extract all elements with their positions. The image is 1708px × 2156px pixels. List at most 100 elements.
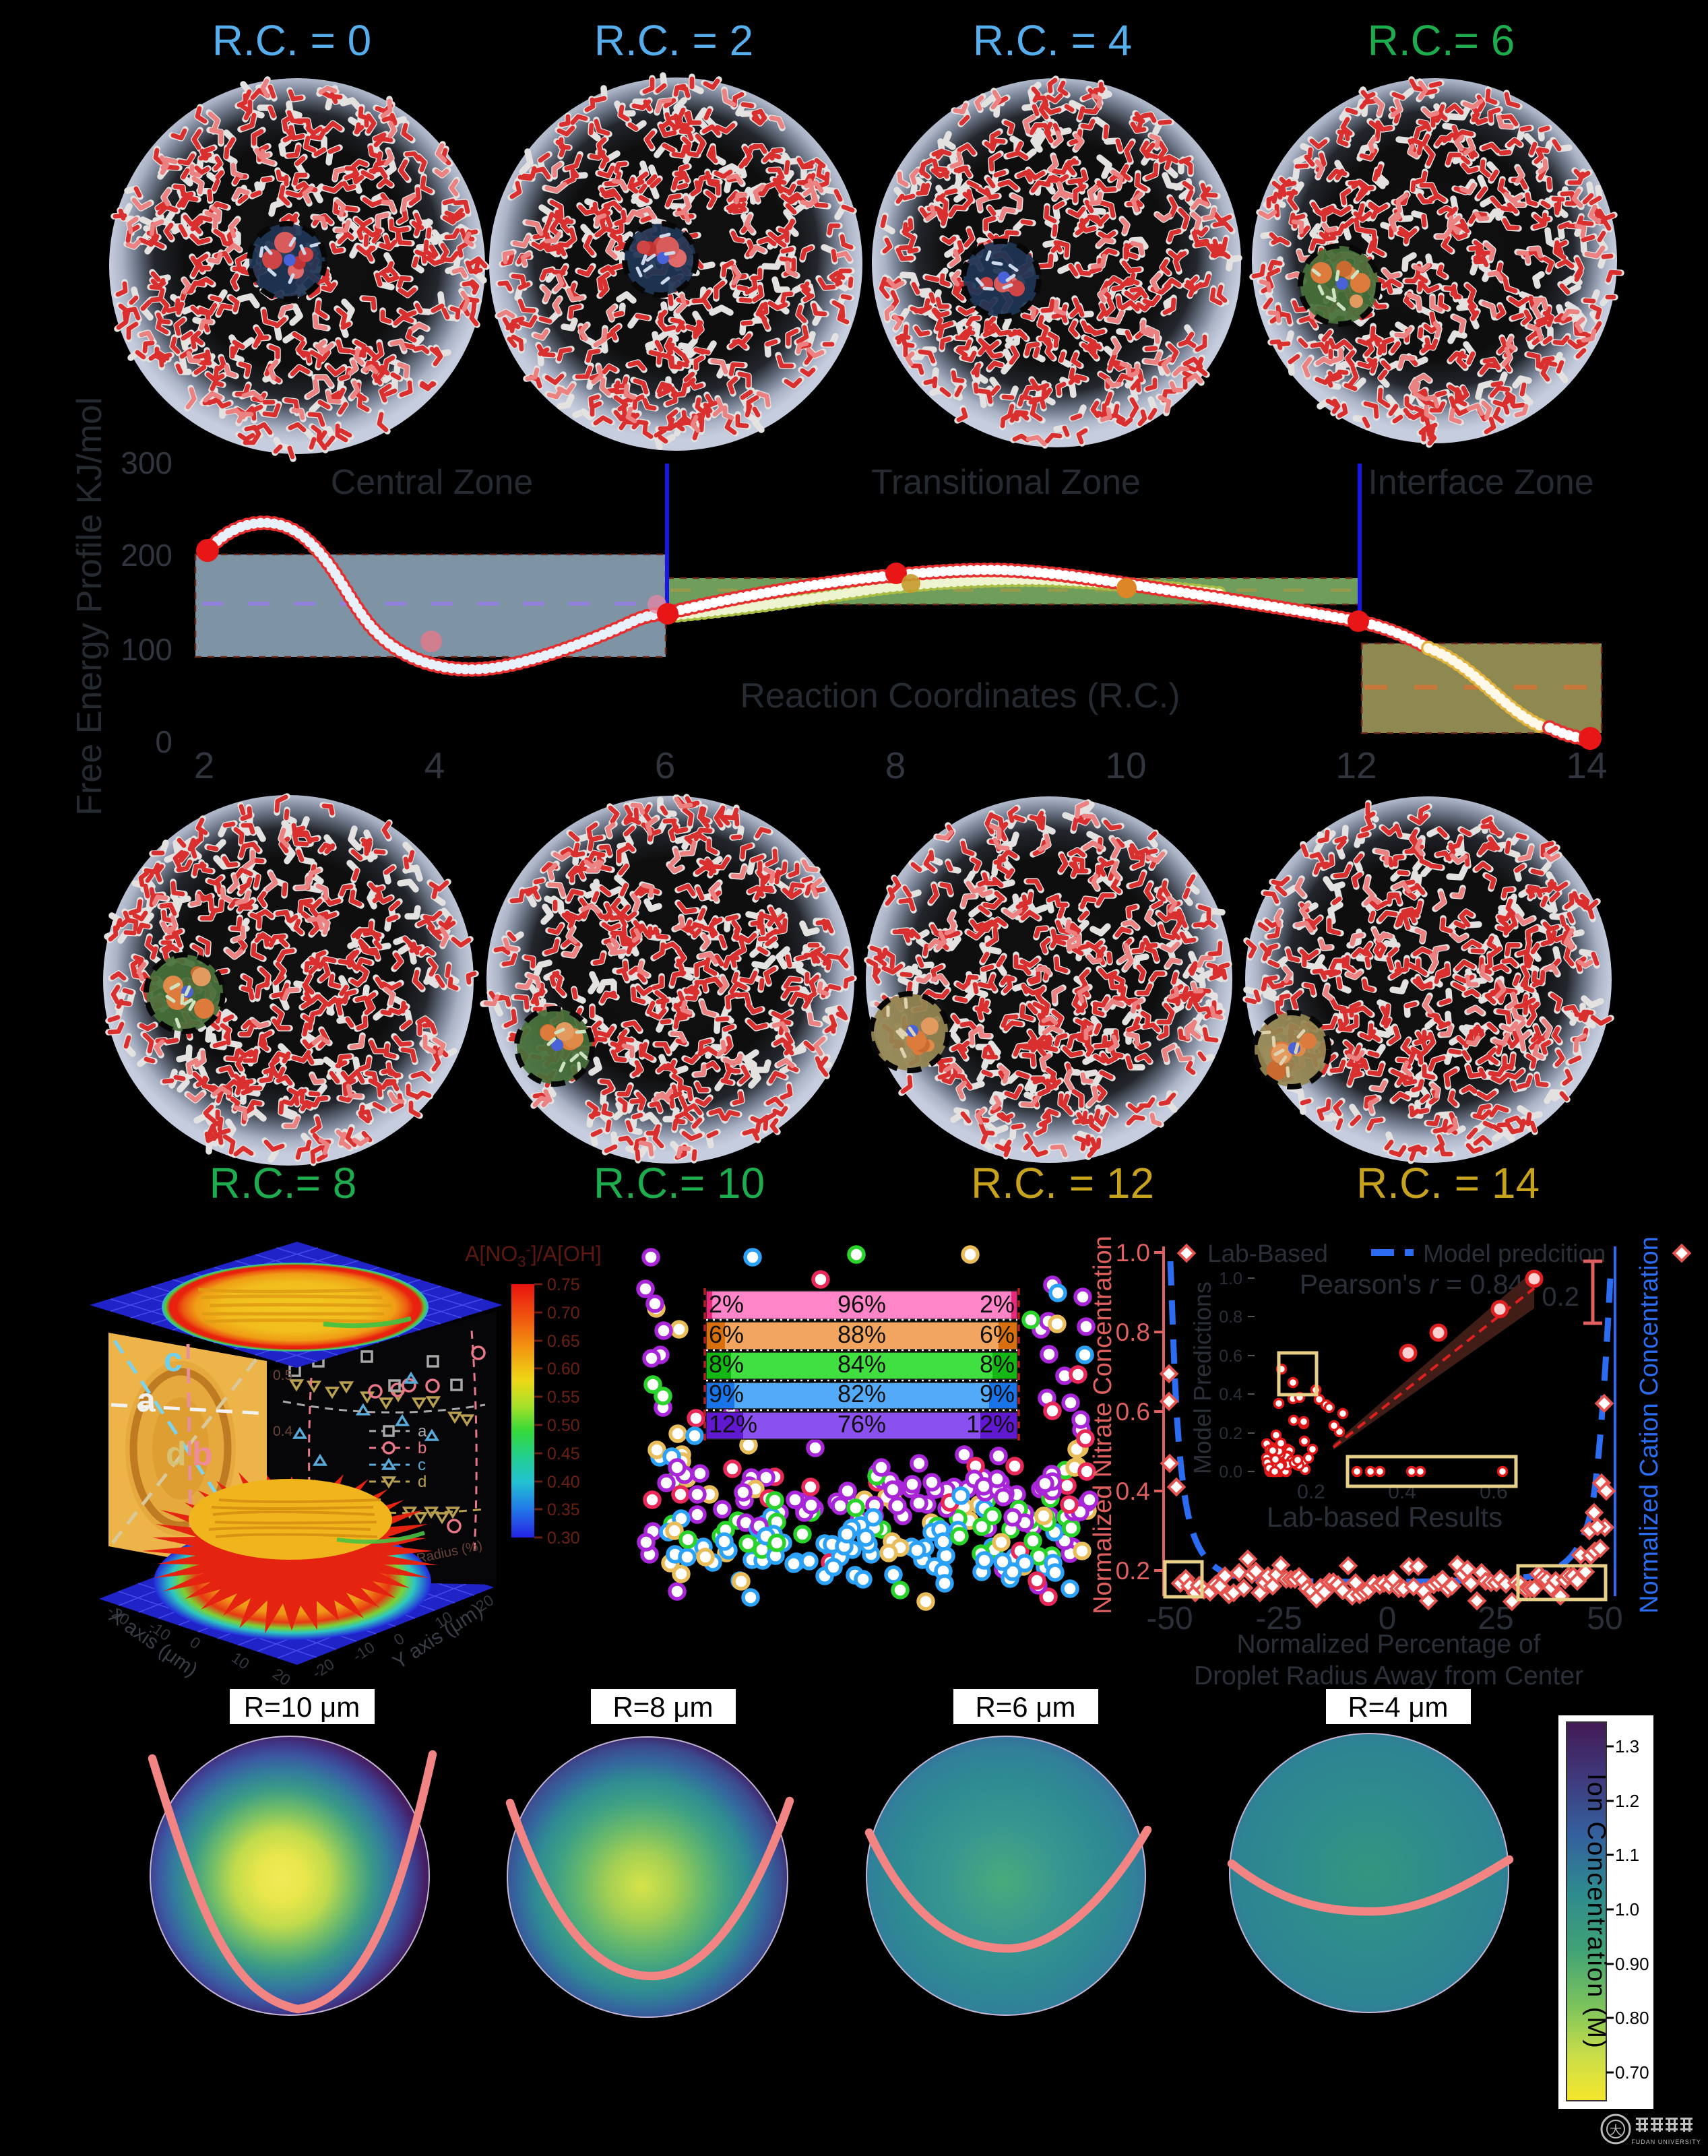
svg-text:R=10 μm: R=10 μm (244, 1691, 360, 1723)
svg-text:0.80: 0.80 (1615, 2008, 1649, 2028)
svg-text:0: 0 (155, 724, 172, 759)
svg-text:0.35: 0.35 (547, 1500, 580, 1519)
svg-text:0.45: 0.45 (547, 1445, 580, 1463)
svg-text:6%: 6% (709, 1321, 744, 1348)
svg-text:1.2: 1.2 (1615, 1791, 1639, 1811)
svg-text:Reaction Coordinates (R.C.): Reaction Coordinates (R.C.) (740, 676, 1180, 716)
svg-text:12%: 12% (709, 1410, 757, 1438)
svg-text:9%: 9% (980, 1380, 1015, 1407)
svg-text:b: b (418, 1439, 426, 1457)
svg-text:0: 0 (1379, 1601, 1397, 1637)
svg-text:大: 大 (1610, 2124, 1622, 2137)
svg-text:R.C.= 10: R.C.= 10 (594, 1159, 765, 1207)
svg-text:0.70: 0.70 (1615, 2062, 1649, 2083)
svg-text:0.6: 0.6 (1480, 1481, 1508, 1503)
svg-text:88%: 88% (837, 1321, 886, 1348)
svg-text:0.65: 0.65 (547, 1332, 580, 1351)
svg-text:2%: 2% (980, 1290, 1015, 1318)
svg-text:8%: 8% (709, 1350, 744, 1378)
svg-text:Central Zone: Central Zone (331, 463, 534, 502)
svg-text:300: 300 (121, 445, 172, 480)
svg-text:0.2: 0.2 (1219, 1424, 1242, 1443)
svg-text:R.C. = 4: R.C. = 4 (973, 16, 1133, 65)
svg-text:0.70: 0.70 (547, 1304, 580, 1323)
svg-text:c: c (164, 1341, 183, 1378)
svg-text:1.0: 1.0 (1615, 1899, 1639, 1920)
svg-text:Normalized Percentage of: Normalized Percentage of (1237, 1630, 1541, 1659)
svg-text:14: 14 (1566, 744, 1607, 786)
svg-text:R.C. = 14: R.C. = 14 (1356, 1159, 1540, 1207)
svg-text:100: 100 (121, 632, 172, 667)
svg-text:0.5: 0.5 (273, 1368, 292, 1383)
svg-text:0.55: 0.55 (547, 1388, 580, 1407)
svg-text:Model predcition: Model predcition (1423, 1240, 1606, 1267)
svg-text:R.C. = 2: R.C. = 2 (594, 16, 754, 65)
svg-text:Model Predictions: Model Predictions (1189, 1281, 1216, 1474)
svg-text:12%: 12% (966, 1410, 1015, 1438)
svg-text:0.40: 0.40 (547, 1473, 580, 1492)
svg-text:Free Energy Profile KJ/mol: Free Energy Profile KJ/mol (70, 397, 109, 815)
svg-text:0.90: 0.90 (1615, 1954, 1649, 1974)
svg-text:R=4 μm: R=4 μm (1348, 1691, 1448, 1723)
svg-text:1.0: 1.0 (1116, 1239, 1150, 1267)
svg-text:0.0: 0.0 (1219, 1463, 1242, 1482)
svg-text:0.6: 0.6 (1219, 1347, 1242, 1366)
svg-text:Normalized Nitrate Concentrati: Normalized Nitrate Concentration (1089, 1236, 1117, 1614)
svg-text:d: d (418, 1473, 426, 1491)
svg-text:FUDAN UNIVERSITY: FUDAN UNIVERSITY (1631, 2138, 1701, 2145)
svg-text:0.30: 0.30 (547, 1529, 580, 1548)
svg-text:96%: 96% (837, 1290, 886, 1318)
svg-text:0.75: 0.75 (547, 1275, 580, 1294)
svg-text:6%: 6% (980, 1321, 1015, 1348)
svg-text:0.8: 0.8 (1219, 1308, 1242, 1327)
svg-text:1.0: 1.0 (1219, 1269, 1242, 1288)
svg-text:200: 200 (121, 538, 172, 573)
svg-text:0.2: 0.2 (1297, 1481, 1325, 1503)
svg-text:4: 4 (424, 744, 445, 786)
svg-text:0.4: 0.4 (273, 1424, 293, 1439)
svg-text:6: 6 (655, 744, 676, 786)
svg-text:R.C.= 6: R.C.= 6 (1368, 16, 1515, 65)
svg-text:1.3: 1.3 (1615, 1736, 1639, 1756)
svg-text:82%: 82% (837, 1380, 886, 1407)
svg-text:b: b (192, 1435, 213, 1473)
svg-text:2%: 2% (709, 1290, 744, 1318)
svg-text:a: a (137, 1381, 156, 1419)
svg-text:12: 12 (1335, 744, 1377, 786)
svg-text:d: d (166, 1435, 187, 1473)
svg-text:76%: 76% (837, 1410, 886, 1438)
svg-text:R=6 μm: R=6 μm (975, 1691, 1075, 1723)
svg-text:0.2: 0.2 (1116, 1557, 1150, 1585)
svg-text:R.C. = 0: R.C. = 0 (212, 16, 372, 65)
svg-text:-25: -25 (1255, 1601, 1302, 1637)
svg-text:0.2: 0.2 (1542, 1282, 1579, 1312)
svg-text:R.C.= 8: R.C.= 8 (210, 1159, 357, 1207)
svg-text:10: 10 (1105, 744, 1146, 786)
svg-text:Lab-based Results: Lab-based Results (1267, 1501, 1503, 1533)
svg-text:Normalized Cation Concentratio: Normalized Cation Concentration (1635, 1236, 1664, 1614)
svg-text:0.8: 0.8 (1116, 1319, 1150, 1346)
svg-text:8%: 8% (980, 1350, 1015, 1378)
svg-text:84%: 84% (837, 1350, 886, 1378)
svg-text:R.C. = 12: R.C. = 12 (971, 1159, 1154, 1207)
svg-text:1.1: 1.1 (1615, 1845, 1639, 1865)
svg-text:-50: -50 (1146, 1601, 1193, 1637)
svg-text:Ion Concentration (M): Ion Concentration (M) (1582, 1773, 1610, 2050)
svg-text:9%: 9% (709, 1380, 744, 1407)
svg-text:2: 2 (194, 744, 215, 786)
svg-text:a: a (418, 1422, 427, 1440)
svg-text:R=8 μm: R=8 μm (612, 1691, 713, 1723)
svg-text:0.50: 0.50 (547, 1416, 580, 1435)
svg-text:0.4: 0.4 (1388, 1481, 1416, 1503)
svg-text:Transitional Zone: Transitional Zone (871, 463, 1141, 502)
svg-text:0.4: 0.4 (1219, 1385, 1242, 1404)
svg-text:c: c (418, 1456, 426, 1474)
svg-text:0.4: 0.4 (1116, 1478, 1150, 1505)
svg-text:0.6: 0.6 (1116, 1398, 1150, 1426)
svg-text:Lab-Based: Lab-Based (1207, 1240, 1328, 1267)
svg-text:Interface Zone: Interface Zone (1368, 463, 1593, 502)
svg-text:A[NO3-]/A[OH]: A[NO3-]/A[OH] (465, 1241, 602, 1270)
svg-text:Droplet Radius Away from Cente: Droplet Radius Away from Center (1194, 1661, 1583, 1690)
svg-text:8: 8 (885, 744, 906, 786)
svg-text:0.60: 0.60 (547, 1360, 580, 1378)
